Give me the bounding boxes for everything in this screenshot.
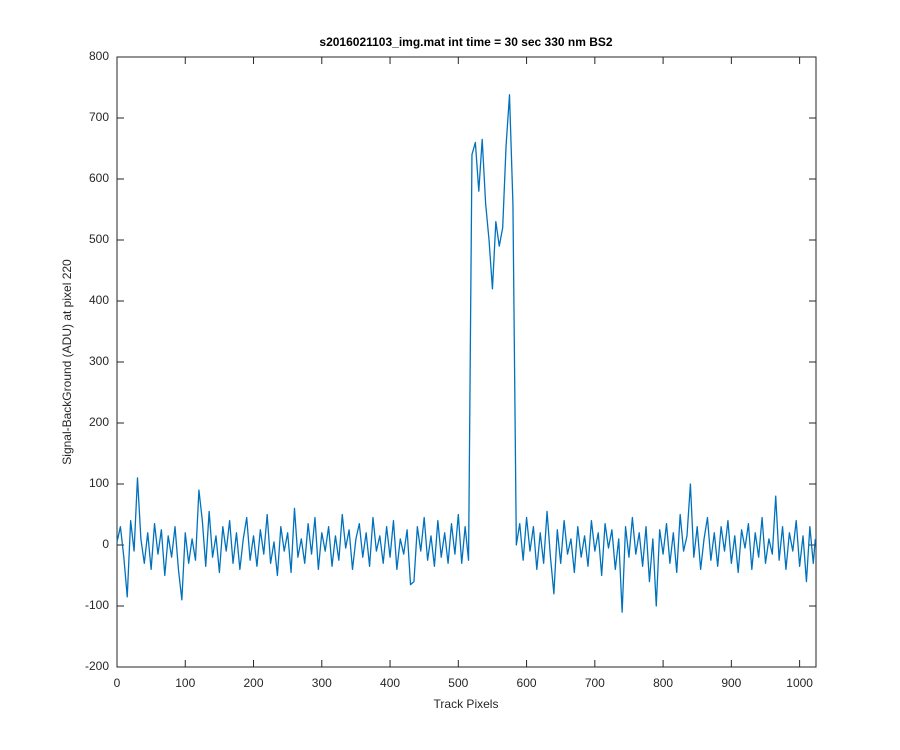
y-tick-label: 200 [89,415,109,429]
x-tick-label: 500 [448,676,468,690]
y-tick-label: 600 [89,171,109,185]
y-tick-label: -200 [85,659,109,673]
x-tick-label: 400 [380,676,400,690]
y-axis-label: Signal-BackGround (ADU) at pixel 220 [60,259,74,465]
x-axis-label: Track Pixels [434,697,499,711]
y-tick-label: 400 [89,293,109,307]
data-line [116,94,816,613]
x-tick-label: 900 [721,676,741,690]
y-tick-label: 100 [89,476,109,490]
x-tick-label: 100 [175,676,195,690]
x-tick-label: 600 [517,676,537,690]
y-tick-label: 700 [89,110,109,124]
x-tick-label: 1000 [786,676,813,690]
y-tick-label: 300 [89,354,109,368]
x-tick-label: 700 [585,676,605,690]
x-tick-label: 300 [312,676,332,690]
y-tick-label: 500 [89,232,109,246]
y-tick-label: -100 [85,598,109,612]
x-tick-label: 0 [114,676,121,690]
y-tick-label: 800 [89,49,109,63]
y-tick-label: 0 [102,537,109,551]
x-tick-label: 800 [653,676,673,690]
chart-title: s2016021103_img.mat int time = 30 sec 33… [319,35,613,49]
x-tick-label: 200 [244,676,264,690]
